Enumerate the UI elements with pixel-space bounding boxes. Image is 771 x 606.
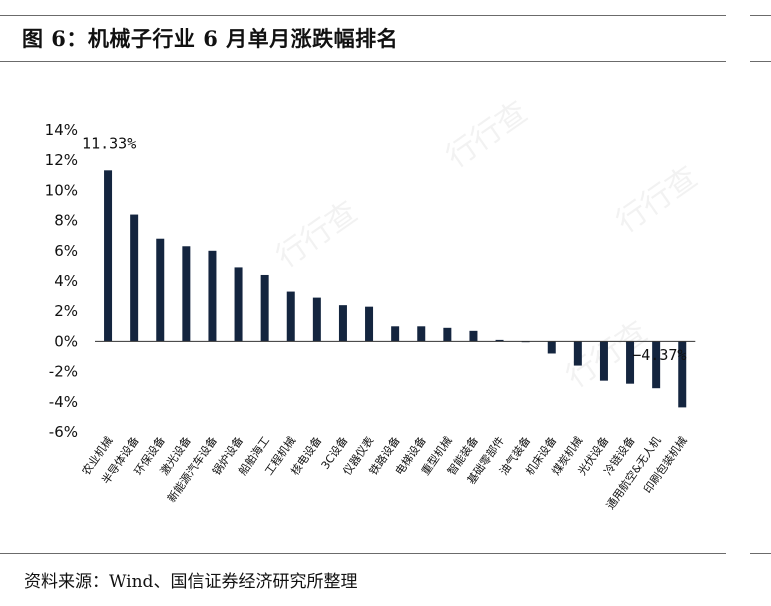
y-tick-label: 6% <box>54 242 78 260</box>
bars <box>104 170 687 408</box>
y-tick-label: 2% <box>54 302 78 320</box>
y-tick-label: 0% <box>54 332 78 350</box>
bar <box>312 297 321 342</box>
y-tick-label: -6% <box>49 423 78 441</box>
bar <box>573 341 582 366</box>
bar <box>182 246 191 342</box>
bar <box>495 339 504 342</box>
bottom-rule-right <box>750 553 771 554</box>
y-tick-label: -2% <box>49 363 78 381</box>
bar <box>626 341 635 384</box>
bar <box>104 170 113 342</box>
bar <box>365 306 374 342</box>
bar <box>678 341 687 408</box>
bar <box>286 291 295 342</box>
bar <box>234 267 243 342</box>
title-rule-right <box>750 61 771 62</box>
bar <box>547 341 556 354</box>
top-rule-right <box>750 15 771 16</box>
bar <box>469 330 478 342</box>
bar <box>652 341 661 389</box>
bar <box>338 305 347 342</box>
bottom-rule <box>0 553 726 554</box>
y-tick-label: 14% <box>45 121 78 139</box>
top-rule <box>0 15 726 16</box>
bar <box>208 250 217 342</box>
bar <box>391 326 400 342</box>
bar <box>443 327 452 342</box>
y-tick-label: -4% <box>49 393 78 411</box>
y-tick-label: 10% <box>45 181 78 199</box>
data-label: −4.37% <box>632 346 686 364</box>
bar <box>417 326 426 342</box>
bar <box>156 238 165 342</box>
source-note: 资料来源：Wind、国信证券经济研究所整理 <box>24 572 358 592</box>
bar <box>599 341 608 381</box>
data-label: 11.33% <box>82 134 136 152</box>
y-tick-label: 12% <box>45 151 78 169</box>
y-axis: -6% -4% -2% 0% 2% 4% 6% 8% 10% 12% 14% <box>45 121 78 441</box>
y-tick-label: 8% <box>54 212 78 230</box>
figure-title: 图 6：机械子行业 6 月单月涨跌幅排名 <box>22 26 399 51</box>
bar <box>130 214 139 342</box>
bar <box>260 274 269 342</box>
y-tick-label: 4% <box>54 272 78 290</box>
title-rule <box>0 61 726 62</box>
data-labels: 11.33% −4.37% <box>82 134 686 364</box>
